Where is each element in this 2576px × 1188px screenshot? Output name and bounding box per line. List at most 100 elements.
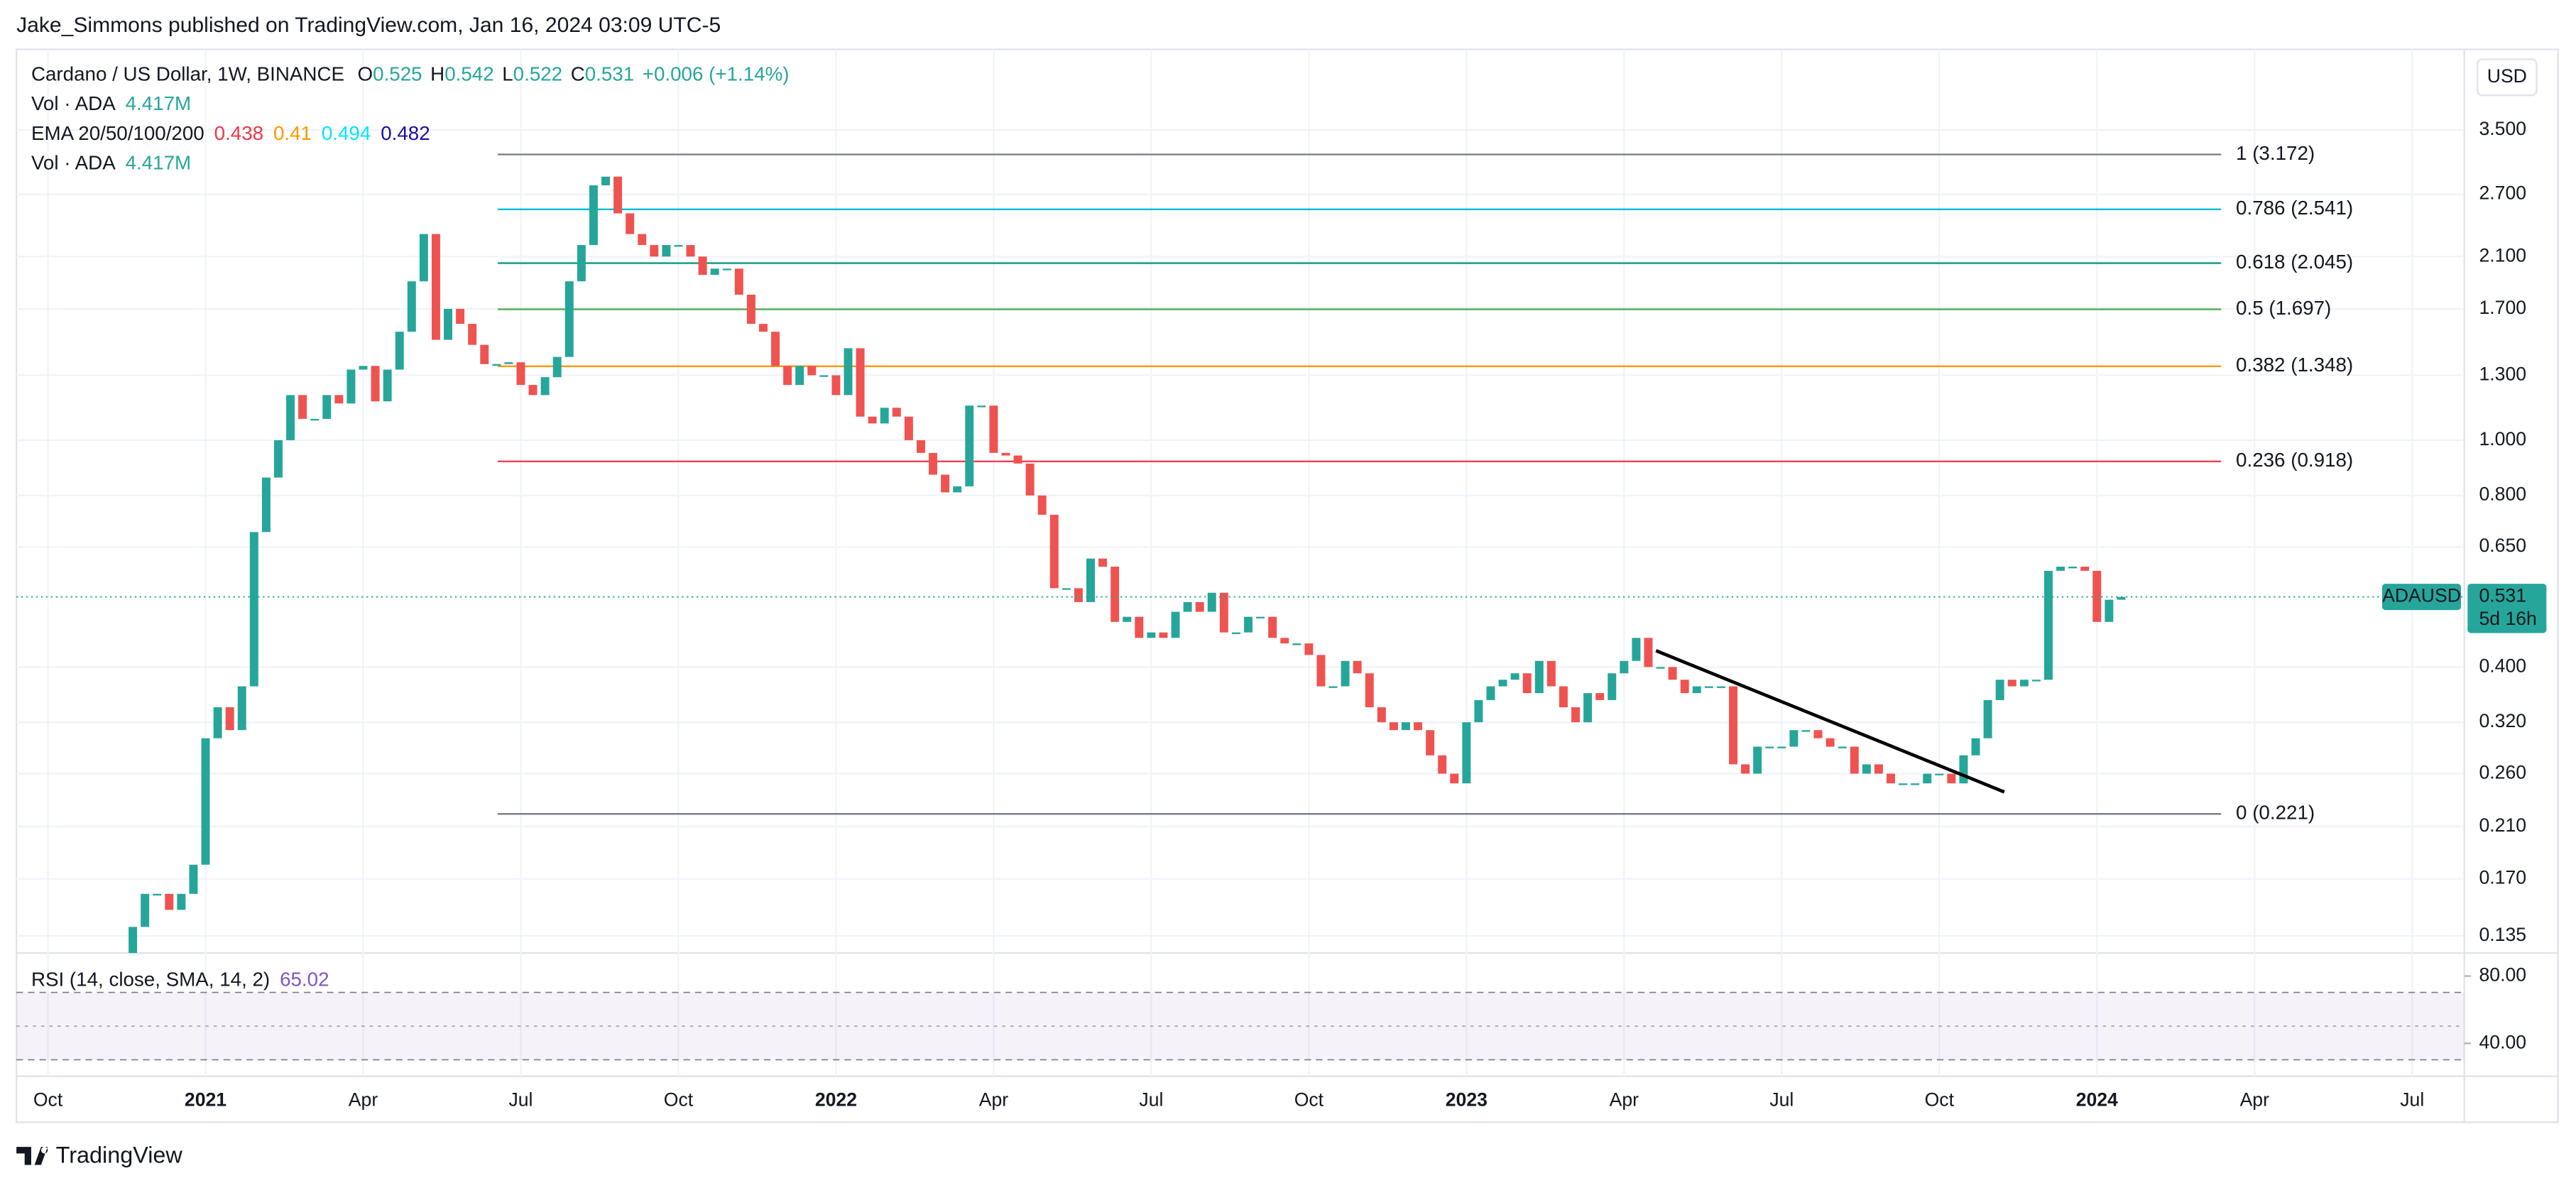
- x-tick-label: Jul: [1139, 1089, 1163, 1110]
- candle: [129, 927, 138, 954]
- candle: [1341, 660, 1350, 687]
- brand: TradingView: [56, 1143, 183, 1168]
- fib-levels: 1 (3.172) 0.786 (2.541) 0.618 (2.045) 0.5 (…: [498, 142, 2353, 824]
- rsi-tick-label: 40.00: [2479, 1031, 2526, 1052]
- candle: [1729, 686, 1737, 765]
- price-tag-symbol: ADAUSD: [2382, 585, 2461, 606]
- candle: [1389, 722, 1398, 731]
- y-tick-label: 0.135: [2479, 924, 2526, 945]
- fib-label: 0 (0.221): [2236, 802, 2315, 824]
- candle: [201, 738, 210, 865]
- candle: [880, 408, 889, 424]
- fib-label: 0.618 (2.045): [2236, 251, 2353, 273]
- y-tick-label: 1.300: [2479, 363, 2526, 384]
- candle: [1765, 746, 1774, 748]
- candle: [189, 864, 198, 894]
- symbol: Cardano / US Dollar, 1W, BINANCE: [31, 63, 344, 85]
- x-tick-label: Apr: [2240, 1089, 2270, 1110]
- candle: [153, 893, 162, 896]
- candle: [589, 185, 598, 246]
- vol-value: 4.417M: [126, 152, 192, 174]
- candle: [540, 377, 550, 396]
- candle: [371, 366, 380, 402]
- candle: [1402, 722, 1410, 731]
- candle: [1110, 567, 1120, 622]
- candle: [1595, 693, 1605, 700]
- candle: [213, 707, 222, 739]
- candle: [1753, 746, 1762, 774]
- candle: [1656, 667, 1665, 669]
- x-tick-label: Oct: [1294, 1089, 1324, 1110]
- fib-label: 0.236 (0.918): [2236, 449, 2353, 471]
- candle: [783, 366, 792, 386]
- rsi-label: RSI (14, close, SMA, 14, 2) 65.02: [31, 969, 329, 991]
- candle: [298, 395, 307, 419]
- candle: [807, 366, 817, 376]
- change: +0.006 (+1.14%): [643, 63, 790, 85]
- candle: [1546, 660, 1556, 687]
- candle: [650, 245, 659, 257]
- candle: [1608, 673, 1617, 700]
- candle: [528, 385, 537, 396]
- candle: [1316, 655, 1326, 687]
- candle: [989, 405, 998, 453]
- candle: [1959, 755, 1968, 784]
- candle: [868, 416, 877, 424]
- x-tick-label: Oct: [1925, 1089, 1955, 1110]
- candle: [965, 405, 974, 486]
- candle: [601, 176, 610, 185]
- candle: [1304, 643, 1314, 655]
- x-tick-label: Apr: [979, 1089, 1009, 1110]
- x-tick-label: Apr: [1610, 1089, 1639, 1110]
- candle: [141, 893, 150, 927]
- candle: [1353, 660, 1362, 674]
- candle: [261, 477, 271, 533]
- candle: [1620, 660, 1629, 674]
- candle: [395, 332, 404, 370]
- candle: [1874, 764, 1883, 774]
- candle: [941, 474, 950, 493]
- candle: [831, 375, 841, 396]
- candle: [1074, 588, 1083, 602]
- candle: [953, 486, 962, 493]
- candle: [2117, 596, 2126, 600]
- candle: [1098, 558, 1108, 567]
- candle: [1983, 699, 1992, 739]
- x-tick-label: 2023: [1446, 1089, 1488, 1110]
- candle: [1862, 764, 1871, 774]
- currency-box[interactable]: [2477, 58, 2538, 97]
- candle: [1571, 707, 1581, 723]
- fib-label: 0.382 (1.348): [2236, 354, 2353, 376]
- ohlc-value: 0.525: [373, 63, 422, 85]
- candle: [419, 234, 428, 282]
- x-tick-label: Jul: [508, 1089, 533, 1110]
- candle: [1328, 686, 1338, 688]
- candle: [1838, 746, 1847, 748]
- candle: [2007, 680, 2016, 687]
- y-tick-label: 0.170: [2479, 867, 2526, 888]
- candle: [819, 375, 829, 377]
- candle: [322, 395, 332, 419]
- rsi-value: 65.02: [280, 969, 329, 991]
- candle: [552, 356, 562, 378]
- x-tick-label: Jul: [2400, 1089, 2424, 1110]
- candle: [516, 362, 525, 386]
- currency: USD: [2487, 65, 2527, 87]
- candle: [1256, 616, 1265, 618]
- candle: [2031, 680, 2041, 682]
- ohlc-value: 0.542: [444, 63, 493, 85]
- candle: [734, 268, 743, 295]
- candle: [698, 256, 707, 276]
- y-tick-label: 3.500: [2479, 118, 2526, 139]
- x-tick-label: Oct: [664, 1089, 694, 1110]
- candle: [1365, 673, 1374, 708]
- candle: [249, 532, 258, 687]
- candle: [1825, 738, 1835, 747]
- candle: [904, 416, 913, 440]
- candle: [977, 405, 986, 408]
- ohlc-value: 0.531: [585, 63, 634, 85]
- candle: [1426, 730, 1435, 756]
- candle: [1280, 638, 1289, 644]
- ema-value: 0.494: [322, 122, 371, 144]
